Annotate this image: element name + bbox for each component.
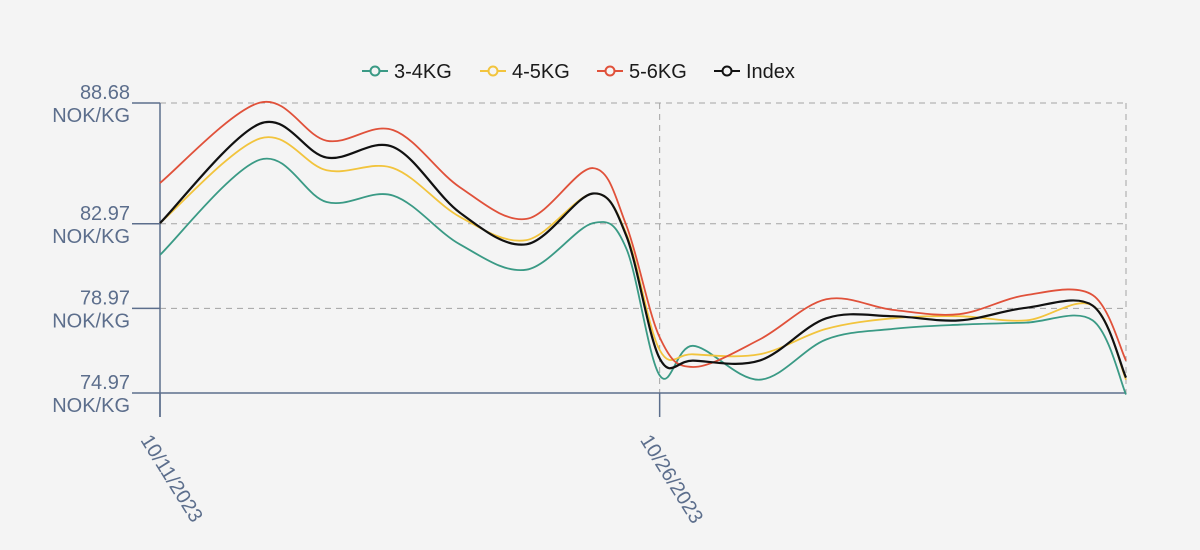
legend: 3-4KG 4-5KG 5-6KG Index — [362, 61, 795, 83]
legend-label: 5-6KG — [629, 61, 687, 83]
legend-marker-5-6kg — [604, 65, 616, 77]
y-tick-label: 88.68 — [80, 82, 130, 104]
y-tick-unit: NOK/KG — [52, 310, 130, 332]
grid-lines — [160, 102, 1127, 393]
series-lines — [159, 100, 1128, 395]
x-tick-label: 10/11/2023 — [136, 431, 207, 526]
y-tick-label: 74.97 — [80, 372, 130, 394]
series-line-3-4kg — [159, 157, 1127, 395]
legend-label: Index — [746, 61, 795, 83]
axes: 88.68NOK/KG82.97NOK/KG78.97NOK/KG74.97NO… — [52, 82, 1126, 528]
series-line-4-5kg — [159, 136, 1127, 381]
series-line-index — [159, 120, 1128, 379]
legend-marker-index — [721, 65, 733, 77]
y-tick-unit: NOK/KG — [52, 105, 130, 127]
legend-label: 3-4KG — [394, 61, 452, 83]
y-tick-unit: NOK/KG — [52, 226, 130, 248]
y-tick-label: 78.97 — [80, 287, 130, 309]
series-line-5-6kg — [159, 100, 1127, 368]
y-tick-label: 82.97 — [80, 203, 130, 225]
x-tick-label: 10/26/2023 — [635, 431, 707, 528]
legend-marker-4-5kg — [487, 65, 499, 77]
legend-marker-3-4kg — [369, 65, 381, 77]
y-tick-unit: NOK/KG — [52, 395, 130, 417]
legend-label: 4-5KG — [512, 61, 570, 83]
